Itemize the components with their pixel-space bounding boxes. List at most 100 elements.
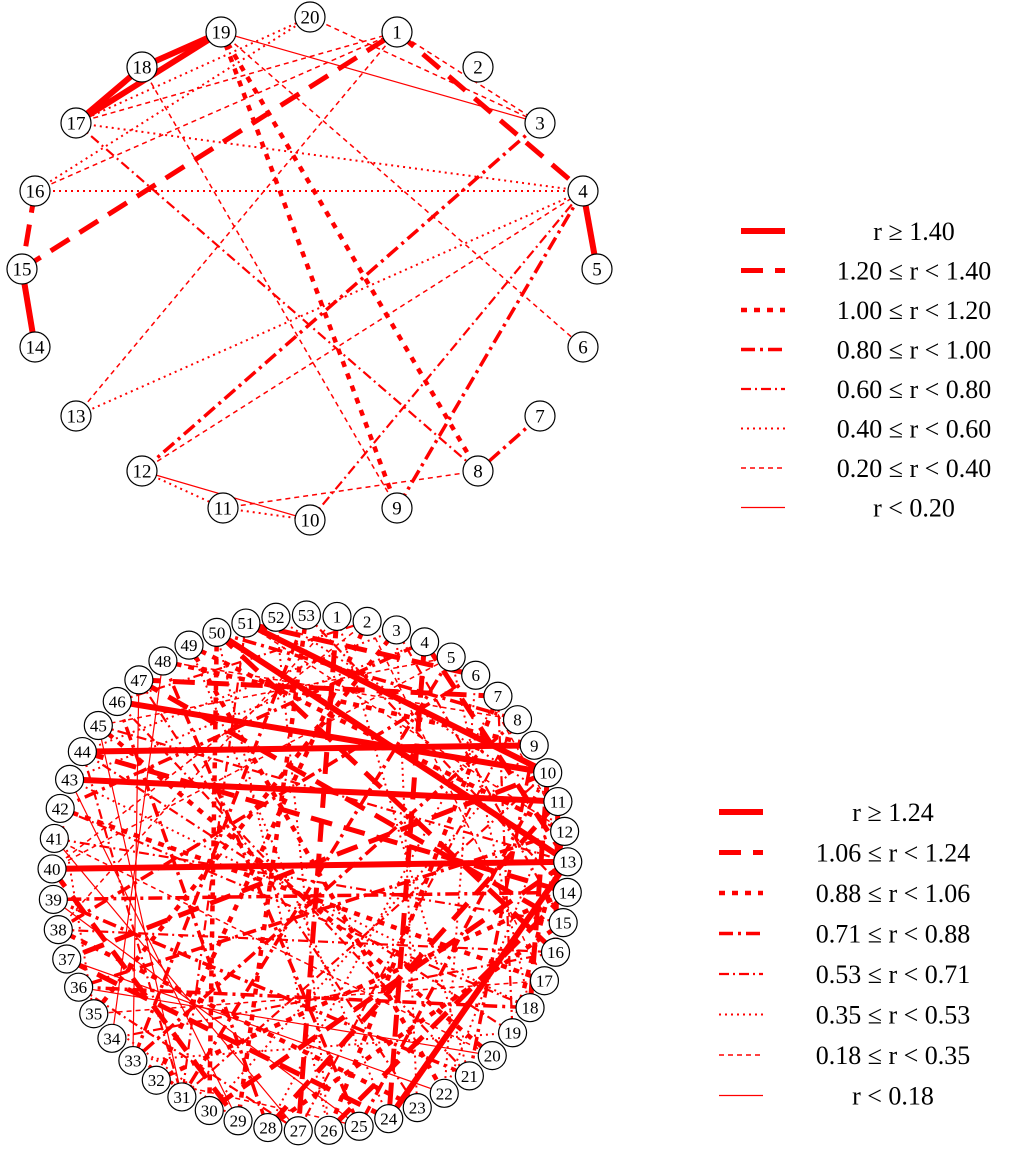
edge-4-13 xyxy=(422,640,570,864)
node-14: 14 xyxy=(19,331,51,363)
node-38: 38 xyxy=(43,915,73,945)
bottom-graph-edges xyxy=(50,614,571,1133)
edge-3-35 xyxy=(91,628,399,1016)
node-39: 39 xyxy=(38,884,68,915)
node-5: 5 xyxy=(581,253,613,285)
edge-11-8 xyxy=(222,470,479,509)
edge-17-4 xyxy=(75,122,584,192)
edge-2-40 xyxy=(51,620,368,870)
edge-53-33 xyxy=(131,614,309,1062)
node-label: 36 xyxy=(70,978,87,997)
edge-5-31 xyxy=(180,656,453,1098)
node-12: 12 xyxy=(126,455,158,487)
node-circle xyxy=(567,175,599,207)
legend-label: 0.53 ≤ r < 0.71 xyxy=(816,960,971,989)
node-label: 49 xyxy=(181,636,198,655)
legend-entry: 1.20 ≤ r < 1.40 xyxy=(741,257,991,286)
node-1: 1 xyxy=(322,601,352,632)
node-label: 5 xyxy=(447,648,456,667)
legend-label: 1.20 ≤ r < 1.40 xyxy=(837,257,992,286)
edge-37-24 xyxy=(65,956,390,1121)
edge-16-20 xyxy=(34,16,311,192)
node-17: 17 xyxy=(60,107,92,139)
node-circle xyxy=(462,455,494,487)
node-4: 4 xyxy=(410,627,440,657)
node-label: 6 xyxy=(471,666,480,685)
node-circle xyxy=(83,710,113,741)
node-circle xyxy=(118,1045,148,1076)
node-circle xyxy=(64,972,94,1002)
node-label: 31 xyxy=(173,1088,190,1107)
node-34: 34 xyxy=(97,1023,127,1053)
node-label: 12 xyxy=(133,462,152,483)
node-5: 5 xyxy=(436,642,466,672)
node-label: 47 xyxy=(130,671,148,690)
edge-31-10 xyxy=(181,771,549,1098)
node-33: 33 xyxy=(118,1045,148,1076)
node-label: 30 xyxy=(201,1101,218,1120)
node-circle xyxy=(148,646,178,676)
node-circle xyxy=(552,877,582,907)
node-circle xyxy=(429,1078,459,1108)
top-graph-legend: r ≥ 1.40 1.20 ≤ r < 1.40 1.00 ≤ r < 1.20 0.… xyxy=(741,217,991,523)
edge-7-19 xyxy=(496,696,514,1033)
node-label: 2 xyxy=(473,58,483,79)
node-circle xyxy=(223,1106,253,1136)
edge-42-4 xyxy=(59,640,426,811)
node-label: 6 xyxy=(578,338,588,359)
node-40: 40 xyxy=(37,854,67,884)
edge-40-5 xyxy=(51,656,452,870)
node-circle xyxy=(60,400,92,432)
legend-entry: 0.20 ≤ r < 0.40 xyxy=(741,454,991,483)
node-circle xyxy=(519,730,549,760)
node-circle xyxy=(45,793,75,824)
node-2: 2 xyxy=(352,606,382,637)
node-label: 4 xyxy=(578,182,588,203)
node-label: 29 xyxy=(230,1112,247,1131)
node-label: 1 xyxy=(392,23,402,44)
edge-48-9 xyxy=(162,658,535,748)
edge-16-1 xyxy=(34,31,398,192)
node-label: 53 xyxy=(298,606,315,625)
node-circle xyxy=(454,1061,484,1091)
node-10: 10 xyxy=(533,758,563,788)
node-20: 20 xyxy=(294,1,326,33)
node-label: 51 xyxy=(237,614,254,633)
node-7: 7 xyxy=(483,681,513,711)
node-circle xyxy=(174,630,204,660)
node-label: 43 xyxy=(61,770,78,789)
node-label: 20 xyxy=(484,1047,501,1066)
edge-17-20 xyxy=(75,16,311,124)
node-label: 15 xyxy=(555,914,572,933)
node-label: 3 xyxy=(535,114,545,135)
edge-44-14 xyxy=(81,749,568,895)
edge-15-41 xyxy=(54,837,564,924)
node-circle xyxy=(54,764,85,794)
node-49: 49 xyxy=(174,630,204,660)
edge-39-21 xyxy=(52,897,471,1078)
node-45: 45 xyxy=(83,710,113,741)
edge-44-31 xyxy=(81,751,183,1098)
legend-entry: 0.88 ≤ r < 1.06 xyxy=(719,879,970,908)
edge-47-15 xyxy=(137,677,565,925)
node-label: 17 xyxy=(67,114,86,135)
node-14: 14 xyxy=(552,877,582,907)
edge-49-22 xyxy=(187,644,447,1095)
edge-51-6 xyxy=(245,620,477,678)
edge-8-48 xyxy=(162,660,518,721)
node-label: 39 xyxy=(45,890,62,909)
node-circle xyxy=(194,1095,224,1126)
node-46: 46 xyxy=(102,686,132,717)
edge-14-26 xyxy=(327,890,570,1133)
node-31: 31 xyxy=(167,1082,197,1112)
legend-entry: 0.71 ≤ r < 0.88 xyxy=(719,920,970,949)
node-53: 53 xyxy=(291,600,322,630)
node-label: 9 xyxy=(392,499,402,520)
node-3: 3 xyxy=(524,107,556,139)
node-44: 44 xyxy=(67,736,97,767)
edge-47-7 xyxy=(138,677,499,699)
node-circle xyxy=(322,601,352,632)
edge-31-45 xyxy=(97,725,183,1098)
edge-33-47 xyxy=(132,679,140,1061)
node-circle xyxy=(43,915,73,945)
